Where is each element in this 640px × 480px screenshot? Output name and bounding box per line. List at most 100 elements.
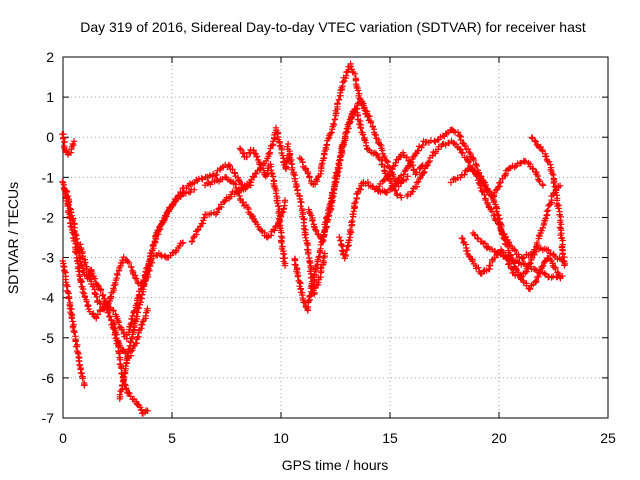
data-point bbox=[351, 200, 358, 207]
axis-ticks bbox=[62, 56, 609, 419]
data-point bbox=[478, 187, 485, 194]
data-point bbox=[101, 298, 108, 305]
x-tick-label: 25 bbox=[600, 430, 616, 446]
data-point bbox=[226, 162, 234, 169]
data-point bbox=[470, 156, 477, 164]
data-point bbox=[94, 311, 102, 318]
data-point bbox=[539, 224, 546, 232]
y-axis-label: SDTVAR / TECUs bbox=[5, 182, 21, 294]
data-point bbox=[126, 390, 133, 397]
data-point bbox=[482, 181, 489, 188]
data-point bbox=[504, 242, 511, 250]
data-point bbox=[500, 252, 507, 259]
data-point bbox=[140, 281, 147, 289]
data-point bbox=[81, 381, 88, 388]
data-point bbox=[226, 177, 234, 184]
data-point bbox=[542, 215, 549, 222]
data-point bbox=[386, 164, 393, 172]
data-point bbox=[459, 235, 466, 242]
data-point bbox=[111, 325, 119, 332]
data-point bbox=[304, 170, 312, 177]
data-point bbox=[537, 143, 544, 151]
data-point bbox=[306, 292, 313, 299]
data-point bbox=[271, 227, 278, 234]
data-point bbox=[522, 269, 529, 277]
data-point bbox=[459, 150, 466, 157]
data-point bbox=[383, 157, 390, 165]
data-point bbox=[315, 253, 322, 261]
data-point bbox=[225, 161, 232, 169]
data-point bbox=[314, 174, 322, 181]
data-point bbox=[494, 183, 502, 191]
data-point bbox=[499, 231, 506, 238]
data-point bbox=[520, 260, 527, 267]
data-point bbox=[481, 240, 489, 247]
data-point bbox=[533, 239, 541, 247]
data-point bbox=[342, 251, 349, 258]
data-point bbox=[79, 289, 86, 296]
data-point bbox=[487, 262, 494, 269]
data-point bbox=[472, 161, 479, 168]
series-1 bbox=[59, 130, 78, 158]
series-10 bbox=[236, 145, 289, 269]
data-point bbox=[320, 232, 327, 240]
x-axis-label: GPS time / hours bbox=[282, 457, 389, 473]
data-point bbox=[61, 268, 69, 275]
data-point bbox=[385, 172, 392, 179]
data-point bbox=[392, 159, 399, 167]
x-tick-label: 0 bbox=[59, 430, 67, 446]
data-point bbox=[526, 285, 534, 293]
data-point bbox=[367, 119, 374, 126]
data-point bbox=[336, 157, 343, 164]
data-point bbox=[111, 321, 118, 328]
data-point bbox=[66, 295, 73, 302]
data-point bbox=[197, 223, 204, 230]
data-point bbox=[495, 212, 502, 219]
data-point bbox=[458, 149, 465, 156]
data-point bbox=[131, 274, 139, 281]
data-point bbox=[291, 178, 299, 185]
data-point bbox=[322, 224, 330, 232]
data-point bbox=[90, 310, 97, 317]
data-point bbox=[339, 79, 346, 86]
data-point bbox=[280, 250, 288, 258]
data-point bbox=[561, 262, 568, 269]
data-point bbox=[239, 198, 247, 206]
data-point bbox=[116, 391, 123, 398]
data-point bbox=[348, 66, 355, 73]
data-point bbox=[547, 166, 554, 173]
data-point bbox=[235, 188, 242, 196]
data-point bbox=[556, 224, 564, 231]
data-point bbox=[503, 241, 510, 248]
data-point bbox=[64, 288, 72, 296]
x-tick-label: 10 bbox=[273, 430, 289, 446]
data-point bbox=[406, 162, 413, 170]
data-point bbox=[281, 254, 288, 262]
data-point bbox=[554, 273, 561, 281]
data-point bbox=[66, 205, 73, 212]
series-4 bbox=[59, 257, 88, 389]
y-tick-label: -3 bbox=[42, 250, 55, 266]
data-point bbox=[559, 250, 566, 258]
data-point bbox=[400, 171, 407, 178]
data-point bbox=[544, 158, 551, 165]
y-tick-label: 1 bbox=[46, 89, 54, 105]
data-point bbox=[461, 171, 468, 178]
data-point bbox=[77, 244, 84, 251]
data-point bbox=[321, 250, 328, 257]
data-point bbox=[67, 223, 74, 230]
data-point bbox=[415, 178, 422, 185]
data-point bbox=[533, 277, 540, 285]
y-tick-label: -6 bbox=[42, 370, 55, 386]
data-point bbox=[149, 246, 156, 254]
data-point bbox=[409, 188, 416, 195]
data-point bbox=[306, 174, 313, 181]
data-point bbox=[431, 137, 438, 145]
data-point bbox=[457, 146, 464, 153]
x-tick-labels: 0 5 10 15 20 25 bbox=[59, 430, 616, 446]
data-point bbox=[334, 100, 341, 107]
data-point bbox=[75, 357, 82, 364]
data-point bbox=[253, 170, 260, 177]
data-point bbox=[292, 261, 299, 269]
data-point bbox=[473, 162, 480, 170]
